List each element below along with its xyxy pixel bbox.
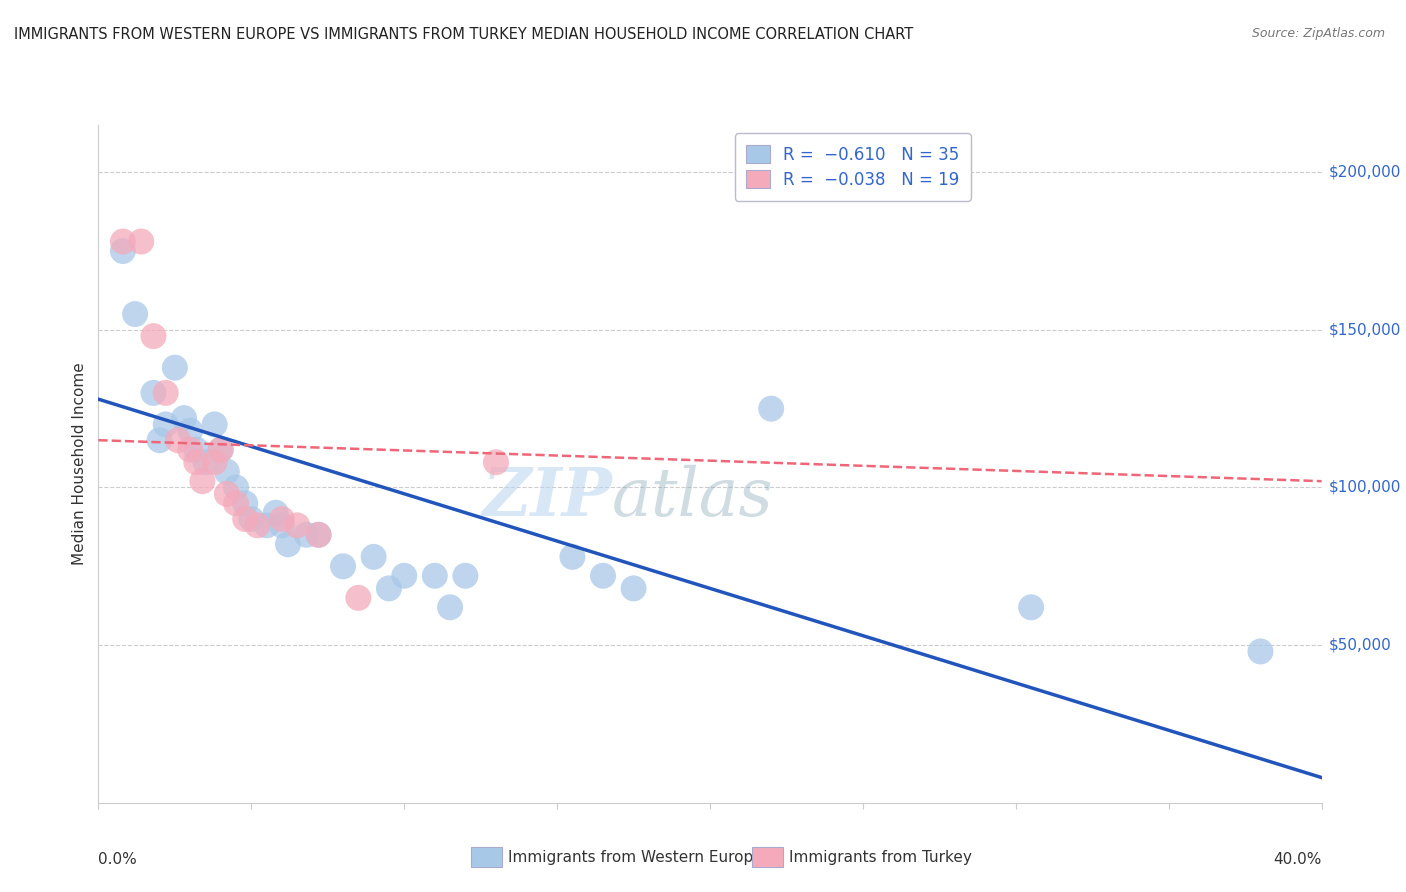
Point bbox=[264, 506, 287, 520]
Point bbox=[167, 433, 190, 447]
Point bbox=[233, 512, 256, 526]
Point bbox=[332, 559, 354, 574]
Text: $150,000: $150,000 bbox=[1329, 322, 1400, 337]
Point bbox=[623, 582, 645, 596]
Point bbox=[363, 549, 385, 564]
Point bbox=[111, 235, 134, 249]
Point bbox=[209, 442, 232, 457]
Point bbox=[129, 235, 152, 249]
Point bbox=[246, 518, 269, 533]
Text: $100,000: $100,000 bbox=[1329, 480, 1400, 495]
Point bbox=[163, 360, 186, 375]
Point bbox=[1249, 644, 1271, 658]
Point bbox=[179, 424, 201, 438]
Point bbox=[561, 549, 583, 564]
Point bbox=[308, 528, 330, 542]
Y-axis label: Median Household Income: Median Household Income bbox=[72, 362, 87, 566]
Point bbox=[270, 518, 292, 533]
Legend: R =  −0.610   N = 35, R =  −0.038   N = 19: R = −0.610 N = 35, R = −0.038 N = 19 bbox=[734, 133, 970, 201]
Text: atlas: atlas bbox=[612, 465, 773, 531]
Point bbox=[256, 518, 278, 533]
Point bbox=[155, 417, 177, 432]
Point bbox=[378, 582, 401, 596]
Point bbox=[485, 455, 508, 469]
Point bbox=[439, 600, 461, 615]
Point bbox=[142, 329, 165, 343]
Point bbox=[347, 591, 370, 605]
Point bbox=[592, 568, 614, 582]
Point bbox=[308, 528, 330, 542]
Text: Source: ZipAtlas.com: Source: ZipAtlas.com bbox=[1251, 27, 1385, 40]
Point bbox=[1019, 600, 1042, 615]
Point bbox=[149, 433, 172, 447]
Point bbox=[194, 455, 217, 469]
Point bbox=[423, 568, 446, 582]
Text: Immigrants from Western Europe: Immigrants from Western Europe bbox=[508, 850, 762, 864]
Point bbox=[270, 512, 292, 526]
Point bbox=[233, 496, 256, 510]
Point bbox=[277, 537, 299, 551]
Point bbox=[454, 568, 477, 582]
Text: Immigrants from Turkey: Immigrants from Turkey bbox=[789, 850, 972, 864]
Point bbox=[124, 307, 146, 321]
Text: ZIP: ZIP bbox=[482, 466, 612, 530]
Point bbox=[295, 528, 318, 542]
Text: 0.0%: 0.0% bbox=[98, 852, 138, 867]
Point bbox=[155, 385, 177, 400]
Text: 40.0%: 40.0% bbox=[1274, 852, 1322, 867]
Point bbox=[209, 442, 232, 457]
Point bbox=[191, 474, 214, 488]
Point bbox=[111, 244, 134, 258]
Point bbox=[204, 455, 226, 469]
Point bbox=[392, 568, 416, 582]
Point bbox=[240, 512, 263, 526]
Point bbox=[179, 442, 201, 457]
Point bbox=[173, 411, 195, 425]
Point bbox=[215, 487, 238, 501]
Point bbox=[204, 417, 226, 432]
Point bbox=[142, 385, 165, 400]
Point bbox=[186, 455, 208, 469]
Text: $200,000: $200,000 bbox=[1329, 165, 1400, 179]
Point bbox=[285, 518, 308, 533]
Point bbox=[759, 401, 782, 416]
Point bbox=[225, 481, 247, 495]
Point bbox=[215, 465, 238, 479]
Point bbox=[225, 496, 247, 510]
Text: IMMIGRANTS FROM WESTERN EUROPE VS IMMIGRANTS FROM TURKEY MEDIAN HOUSEHOLD INCOME: IMMIGRANTS FROM WESTERN EUROPE VS IMMIGR… bbox=[14, 27, 914, 42]
Text: $50,000: $50,000 bbox=[1329, 638, 1392, 653]
Point bbox=[186, 442, 208, 457]
